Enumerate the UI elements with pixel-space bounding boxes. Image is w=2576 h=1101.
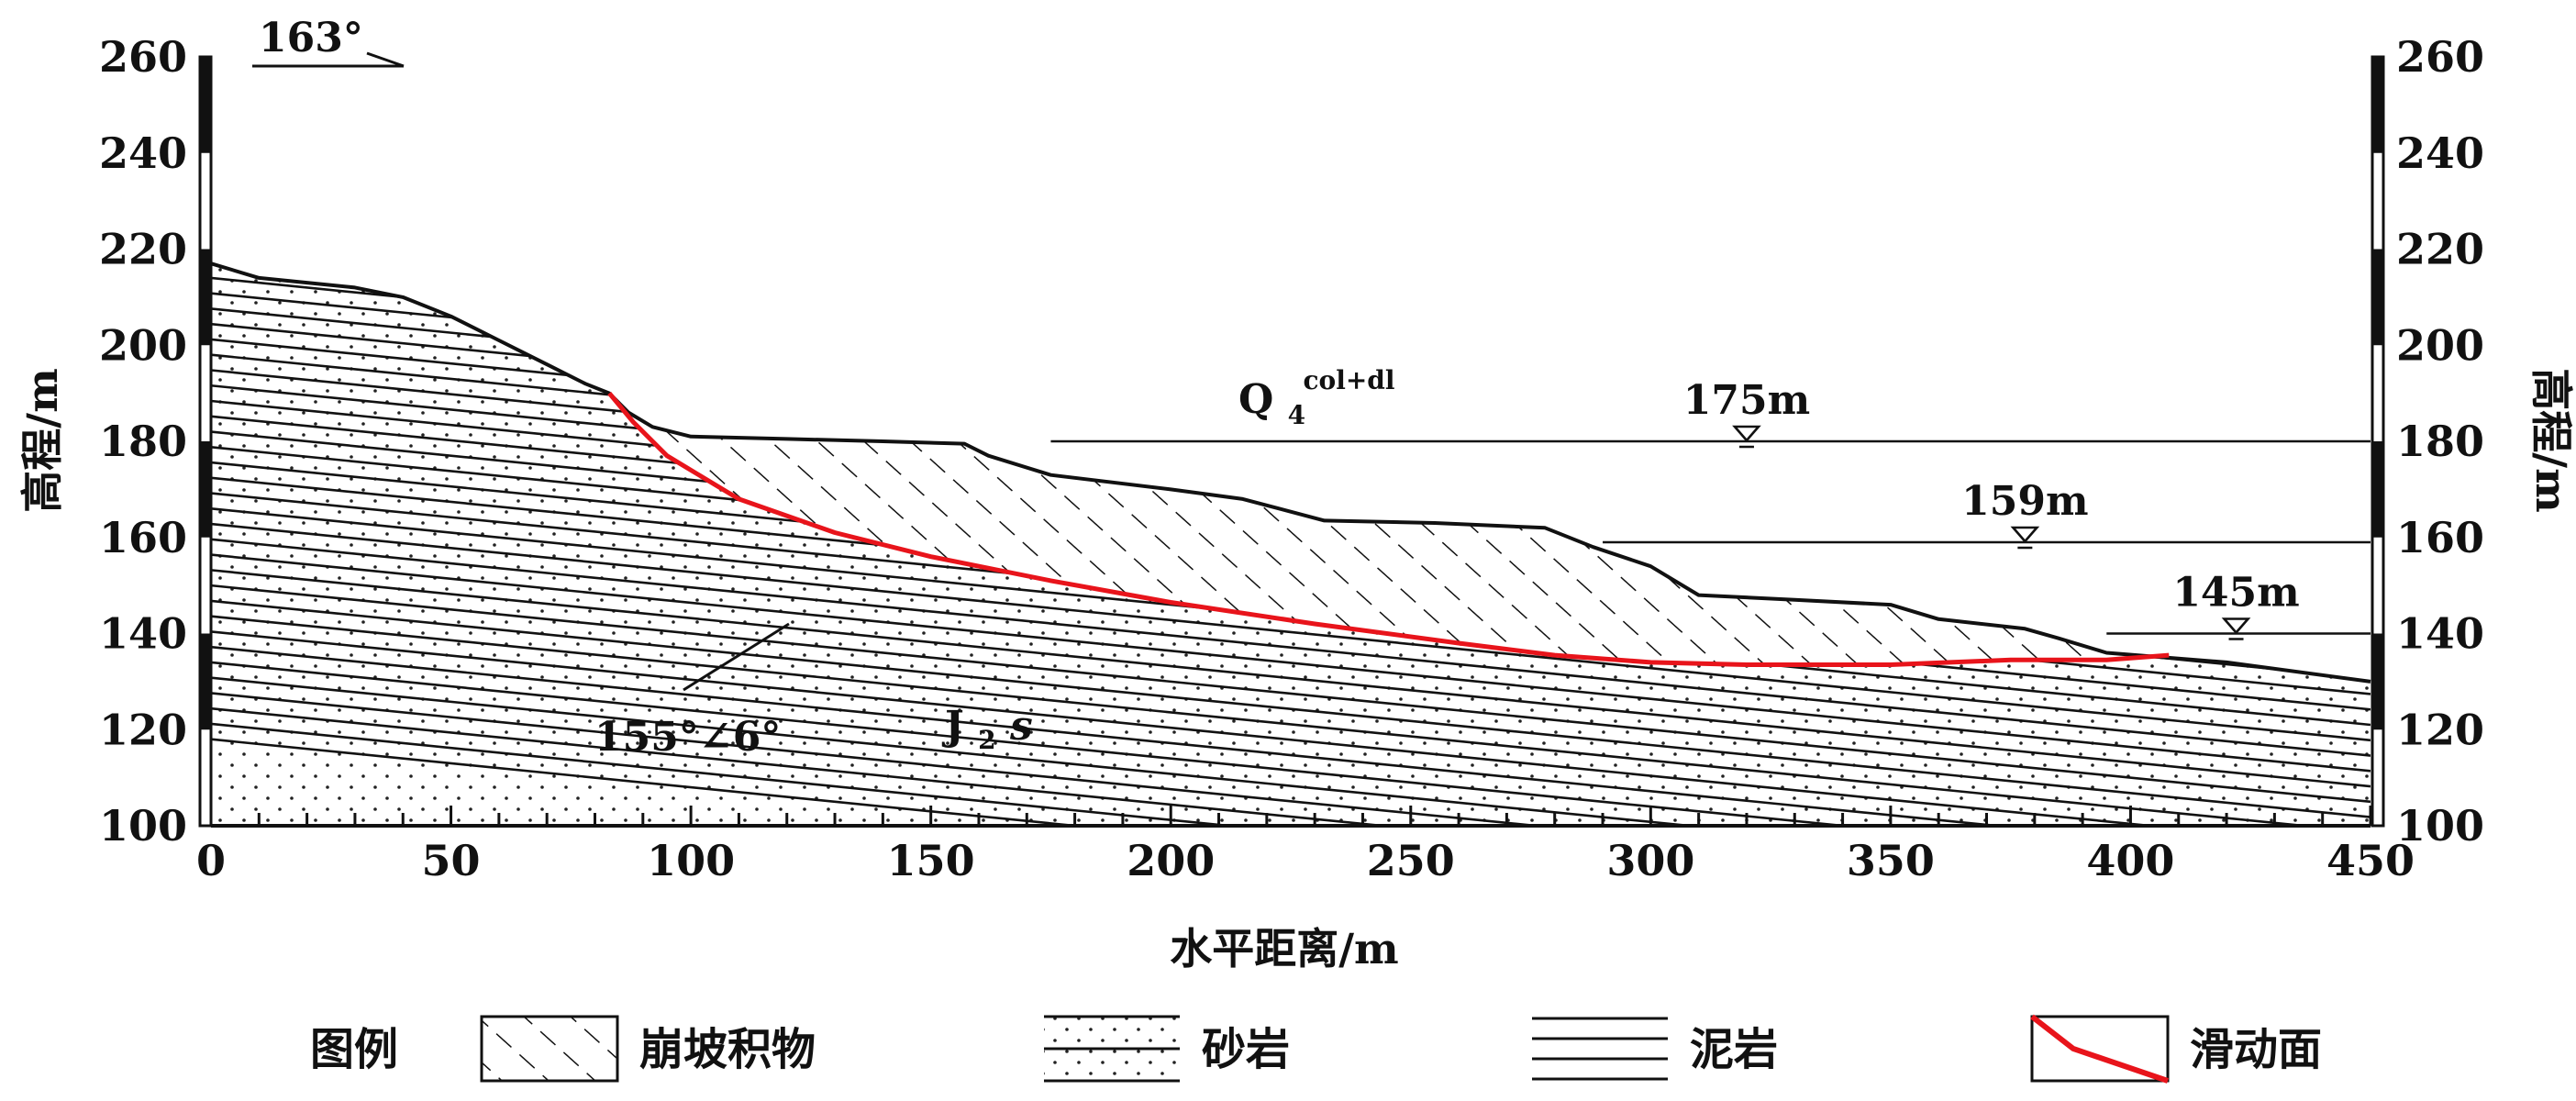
bedding-line bbox=[211, 722, 2371, 826]
y-tick-label-left: 100 bbox=[99, 801, 187, 851]
water-level-label: 145m bbox=[2172, 570, 2299, 617]
y-axis-left-ticks: 100 120 140 160 180 200 220 240 260 bbox=[99, 32, 187, 851]
y-tick-label-left: 120 bbox=[99, 705, 187, 754]
bedding-line bbox=[211, 706, 2371, 826]
x-tick-label: 450 bbox=[2326, 836, 2415, 885]
bedding-line bbox=[211, 263, 2371, 358]
y-tick-label-right: 100 bbox=[2396, 801, 2484, 851]
bedding-line bbox=[211, 263, 2371, 388]
x-tick-label: 400 bbox=[2086, 836, 2174, 885]
formation-label: J 2 s bbox=[941, 703, 1033, 759]
y-tick-label-right: 120 bbox=[2396, 705, 2484, 754]
y-scale-segment bbox=[200, 441, 211, 538]
y-tick-label-left: 180 bbox=[99, 417, 187, 466]
legend-label-mudstone: 泥岩 bbox=[1690, 1024, 1778, 1075]
bedding-line bbox=[211, 522, 2371, 742]
x-tick-label: 300 bbox=[1606, 836, 1694, 885]
water-level-label: 175m bbox=[1683, 377, 1810, 424]
y-tick-label-left: 240 bbox=[99, 128, 187, 178]
x-tick-label: 350 bbox=[1847, 836, 1935, 885]
direction-label: 163° bbox=[259, 15, 363, 61]
bedding-line bbox=[211, 553, 2371, 773]
legend-swatch-mudstone bbox=[1532, 1017, 1668, 1081]
legend-swatch-sliding bbox=[2030, 1014, 2170, 1084]
colluvium-label: Q 4 col+dl bbox=[1238, 365, 1395, 434]
axes bbox=[198, 55, 2385, 828]
bedding-line bbox=[211, 263, 2371, 373]
x-tick-label: 250 bbox=[1367, 836, 1455, 885]
y-scale-segment bbox=[200, 249, 211, 346]
y-scale-segment bbox=[200, 633, 211, 730]
dip-leader-line bbox=[683, 622, 790, 692]
y-scale-segment bbox=[200, 57, 211, 153]
x-tick-label: 50 bbox=[422, 836, 481, 885]
legend-label-colluvium: 崩坡积物 bbox=[639, 1024, 816, 1075]
y-scale-segment bbox=[2372, 57, 2383, 153]
y-tick-label-right: 180 bbox=[2396, 417, 2484, 466]
y-tick-label-right: 160 bbox=[2396, 513, 2484, 562]
water-level-icon bbox=[2010, 526, 2040, 543]
bedding-line bbox=[211, 263, 2371, 342]
x-tick-label: 0 bbox=[196, 836, 226, 885]
bedding-line bbox=[211, 569, 2371, 788]
water-level-icon bbox=[2221, 617, 2251, 635]
y-tick-label-right: 260 bbox=[2396, 32, 2484, 82]
y-scale-segment bbox=[2372, 249, 2383, 346]
water-levels: 175m 159m 145m bbox=[1050, 377, 2371, 640]
water-level-icon bbox=[1732, 425, 1761, 442]
y-tick-label-right: 140 bbox=[2396, 609, 2484, 659]
y-tick-label-left: 140 bbox=[99, 609, 187, 659]
direction-arrow-icon bbox=[252, 51, 405, 68]
bedding-line bbox=[211, 645, 2371, 826]
ground-surface-line bbox=[210, 261, 2371, 684]
bedding-line bbox=[211, 630, 2371, 826]
bedding-line bbox=[211, 676, 2371, 826]
y-axis-title-left: 高程/m bbox=[17, 368, 67, 512]
y-tick-label-left: 160 bbox=[99, 513, 187, 562]
y-tick-label-right: 200 bbox=[2396, 320, 2484, 370]
water-level-label: 159m bbox=[1961, 478, 2088, 525]
sliding-surface-line bbox=[607, 392, 2170, 667]
y-tick-label-left: 220 bbox=[99, 225, 187, 274]
bedding-line bbox=[211, 538, 2371, 757]
x-axis-title: 水平距离/m bbox=[1170, 924, 1398, 973]
legend-swatch-colluvium bbox=[480, 1015, 619, 1083]
bedding-line bbox=[211, 661, 2371, 826]
y-scale-segment bbox=[2372, 441, 2383, 538]
legend-label-sandstone: 砂岩 bbox=[1202, 1024, 1290, 1075]
legend-label-sliding: 滑动面 bbox=[2190, 1024, 2322, 1075]
y-axis-title-right: 高程/m bbox=[2526, 368, 2576, 512]
bedding-line bbox=[211, 738, 2371, 826]
y-tick-label-left: 260 bbox=[99, 32, 187, 82]
x-axis-ticks: 0 50 100 150 200 250 300 350 400 450 bbox=[196, 806, 2415, 885]
y-axis-right-ticks: 100 120 140 160 180 200 220 240 260 bbox=[2396, 32, 2484, 851]
bedding-line bbox=[211, 263, 2371, 327]
bedding-line bbox=[211, 584, 2371, 804]
x-tick-label: 100 bbox=[647, 836, 735, 885]
y-tick-label-right: 220 bbox=[2396, 225, 2484, 274]
bedding-line bbox=[211, 615, 2371, 826]
x-tick-label: 200 bbox=[1127, 836, 1215, 885]
x-tick-label: 150 bbox=[887, 836, 975, 885]
bedding-line bbox=[211, 692, 2371, 826]
y-tick-label-right: 240 bbox=[2396, 128, 2484, 178]
legend-title: 图例 bbox=[310, 1024, 398, 1075]
colluvium-body bbox=[609, 393, 2170, 665]
y-scale-segment bbox=[2372, 633, 2383, 730]
legend: 图例 崩坡积物 砂岩 泥岩 滑动面 bbox=[310, 1014, 2322, 1084]
dip-label: 155°∠6° bbox=[594, 714, 781, 761]
y-tick-label-left: 200 bbox=[99, 320, 187, 370]
bedding-line bbox=[211, 599, 2371, 818]
legend-swatch-sandstone bbox=[1044, 1015, 1180, 1083]
